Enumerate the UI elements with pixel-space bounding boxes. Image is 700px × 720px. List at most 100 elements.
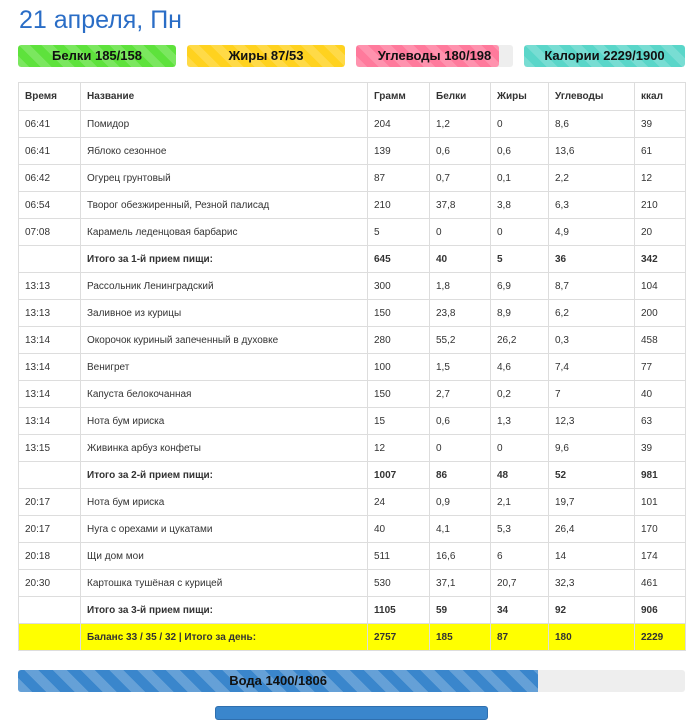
cell-fat: 0	[490, 434, 549, 462]
cell-name: Заливное из курицы	[80, 299, 368, 327]
macro-bar-fill-protein	[18, 45, 176, 67]
cell-protein: 2,7	[429, 380, 491, 408]
cell-carbs: 14	[548, 542, 635, 570]
cell-grams: 5	[367, 218, 430, 246]
cell-time: 20:17	[18, 488, 81, 516]
macro-bar-label-carbs: Углеводы 180/198	[377, 48, 492, 63]
meal-total-row: Итого за 1-й прием пищи: 645 40 5 36 342	[18, 245, 686, 273]
cell-protein: 23,8	[429, 299, 491, 327]
cell-grams: 150	[367, 380, 430, 408]
cell-carbs: 2,2	[548, 164, 635, 192]
table-row[interactable]: 06:41 Помидор 204 1,2 0 8,6 39	[18, 110, 686, 138]
cell-time	[18, 245, 81, 273]
cell-carbs: 0,3	[548, 326, 635, 354]
cell-fat: 3,8	[490, 191, 549, 219]
column-header-grams[interactable]: Грамм	[367, 82, 430, 111]
cell-kcal: 39	[634, 110, 686, 138]
table-row[interactable]: 06:41 Яблоко сезонное 139 0,6 0,6 13,6 61	[18, 137, 686, 165]
cell-carbs: 9,6	[548, 434, 635, 462]
cell-protein: 0	[429, 434, 491, 462]
cell-protein: 1,8	[429, 272, 491, 300]
table-row[interactable]: 13:14 Венигрет 100 1,5 4,6 7,4 77	[18, 353, 686, 381]
cell-time	[18, 461, 81, 489]
cell-time: 20:30	[18, 569, 81, 597]
cell-carbs: 7	[548, 380, 635, 408]
cell-time: 06:54	[18, 191, 81, 219]
table-row[interactable]: 20:30 Картошка тушёная с курицей 530 37,1 20…	[18, 569, 686, 597]
table-row[interactable]: 13:14 Окорочок куриный запеченный в духов…	[18, 326, 686, 354]
cell-name: Капуста белокочанная	[80, 380, 368, 408]
table-row[interactable]: 13:14 Капуста белокочанная 150 2,7 0,2 7 40	[18, 380, 686, 408]
table-row[interactable]: 07:08 Карамель леденцовая барбарис 5 0 0 4,9 2…	[18, 218, 686, 246]
table-row[interactable]: 13:15 Живинка арбуз конфеты 12 0 0 9,6 39	[18, 434, 686, 462]
cell-name: Творог обезжиренный, Резной палисад	[80, 191, 368, 219]
macro-bar-carbs[interactable]: Углеводы 180/198	[356, 45, 513, 67]
cell-protein: 86	[429, 461, 491, 489]
meal-total-row: Итого за 3-й прием пищи: 1105 59 34 92 906	[18, 596, 686, 624]
cell-time: 13:14	[18, 380, 81, 408]
cell-grams: 1007	[367, 461, 430, 489]
table-row[interactable]: 20:17 Нуга с орехами и цукатами 40 4,1 5,3 26…	[18, 515, 686, 543]
food-diary-table: Время Название Грамм Белки Жиры Углеводы…	[18, 82, 686, 651]
table-row[interactable]: 20:17 Нота бум ириска 24 0,9 2,1 19,7 101	[18, 488, 686, 516]
cell-protein: 37,8	[429, 191, 491, 219]
cell-carbs: 52	[548, 461, 635, 489]
cell-fat: 34	[490, 596, 549, 624]
macro-bar-label-calories: Калории 2229/1900	[544, 48, 665, 63]
cell-grams: 87	[367, 164, 430, 192]
macro-bar-calories[interactable]: Калории 2229/1900	[524, 45, 685, 67]
cell-fat: 6	[490, 542, 549, 570]
table-row[interactable]: 20:18 Щи дом мои 511 16,6 6 14 174	[18, 542, 686, 570]
bottom-action-button[interactable]	[215, 706, 488, 720]
cell-kcal: 39	[634, 434, 686, 462]
cell-time: 13:13	[18, 272, 81, 300]
cell-name: Окорочок куриный запеченный в духовке	[80, 326, 368, 354]
cell-fat: 26,2	[490, 326, 549, 354]
cell-kcal: 101	[634, 488, 686, 516]
cell-carbs: 19,7	[548, 488, 635, 516]
cell-name: Итого за 3-й прием пищи:	[80, 596, 368, 624]
macro-bar-fat[interactable]: Жиры 87/53	[187, 45, 345, 67]
cell-time: 20:18	[18, 542, 81, 570]
cell-kcal: 12	[634, 164, 686, 192]
table-row[interactable]: 13:13 Заливное из курицы 150 23,8 8,9 6,2 200	[18, 299, 686, 327]
cell-protein: 0	[429, 218, 491, 246]
cell-carbs: 36	[548, 245, 635, 273]
macro-bar-protein[interactable]: Белки 185/158	[18, 45, 176, 67]
macro-progress-bars: Белки 185/158 Жиры 87/53 Углеводы 180/198 К…	[18, 45, 685, 67]
table-row[interactable]: 13:13 Рассольник Ленинградский 300 1,8 6,9 8,…	[18, 272, 686, 300]
column-header-name[interactable]: Название	[80, 82, 368, 111]
table-row[interactable]: 13:14 Нота бум ириска 15 0,6 1,3 12,3 63	[18, 407, 686, 435]
column-header-kcal[interactable]: ккал	[634, 82, 686, 111]
table-row[interactable]: 06:54 Творог обезжиренный, Резной палисад…	[18, 191, 686, 219]
macro-bar-fill-calories	[524, 45, 685, 67]
column-header-fat[interactable]: Жиры	[490, 82, 549, 111]
cell-time: 20:17	[18, 515, 81, 543]
cell-fat: 0	[490, 218, 549, 246]
cell-protein: 40	[429, 245, 491, 273]
macro-bar-fill-fat	[187, 45, 345, 67]
cell-protein: 1,2	[429, 110, 491, 138]
water-progress-bar[interactable]: Вода 1400/1806	[18, 670, 685, 692]
column-header-protein[interactable]: Белки	[429, 82, 491, 111]
column-header-time[interactable]: Время	[18, 82, 81, 111]
cell-fat: 6,9	[490, 272, 549, 300]
column-header-carbs[interactable]: Углеводы	[548, 82, 635, 111]
cell-kcal: 104	[634, 272, 686, 300]
cell-kcal: 40	[634, 380, 686, 408]
cell-kcal: 210	[634, 191, 686, 219]
cell-grams: 139	[367, 137, 430, 165]
cell-kcal: 200	[634, 299, 686, 327]
cell-name: Картошка тушёная с курицей	[80, 569, 368, 597]
water-progress-fill	[18, 670, 539, 692]
cell-carbs: 12,3	[548, 407, 635, 435]
cell-grams: 280	[367, 326, 430, 354]
cell-grams: 2757	[367, 623, 430, 651]
cell-kcal: 458	[634, 326, 686, 354]
macro-bar-fill-carbs	[356, 45, 499, 67]
cell-protein: 185	[429, 623, 491, 651]
macro-bar-label-protein: Белки 185/158	[52, 48, 142, 63]
cell-fat: 2,1	[490, 488, 549, 516]
table-row[interactable]: 06:42 Огурец грунтовый 87 0,7 0,1 2,2 12	[18, 164, 686, 192]
cell-time: 13:14	[18, 407, 81, 435]
